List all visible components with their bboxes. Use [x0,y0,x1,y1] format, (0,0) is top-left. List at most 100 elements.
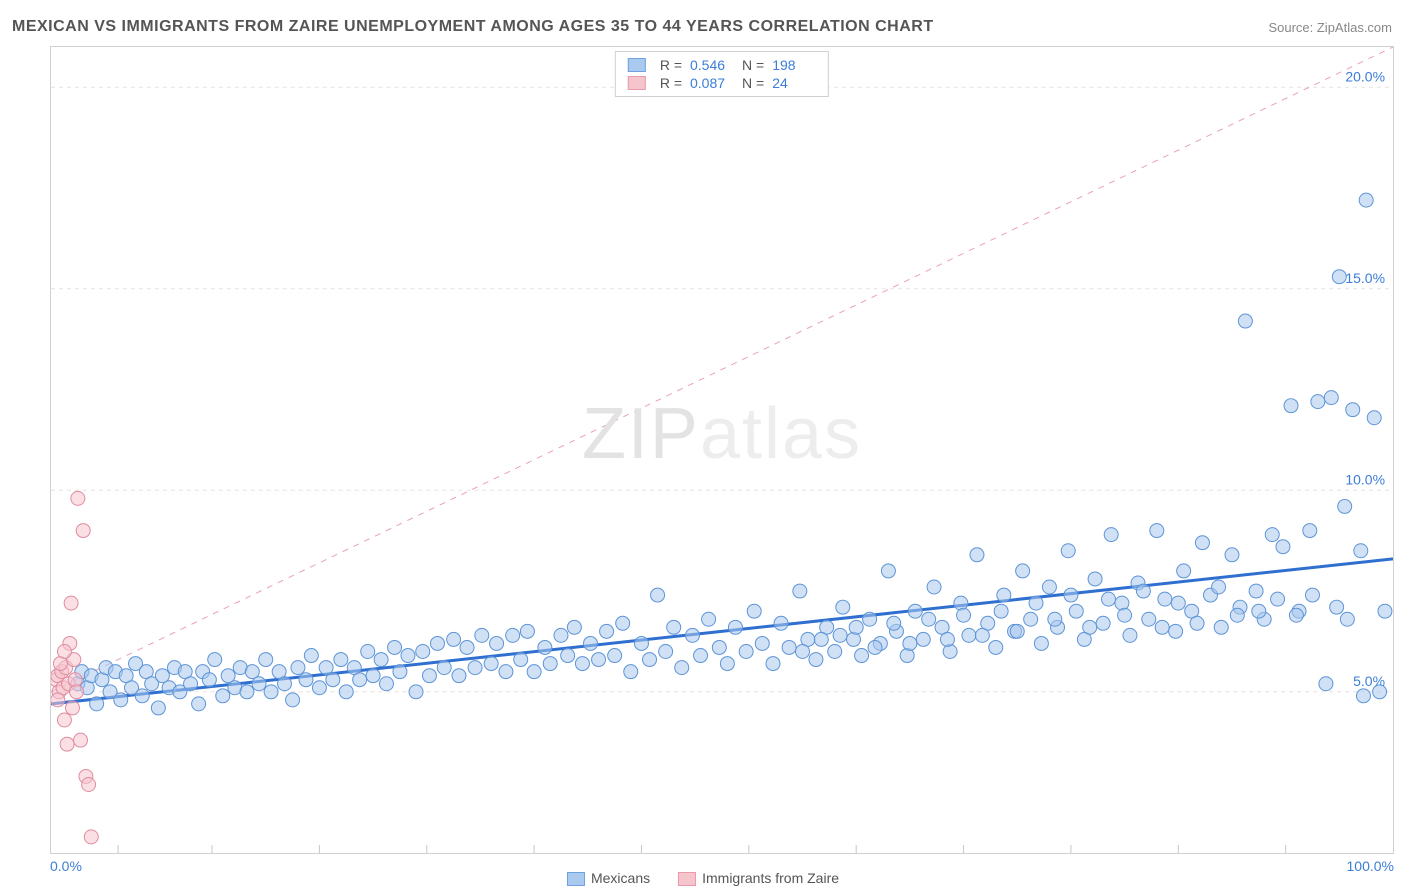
r-value: 0.087 [690,75,734,91]
point-mexicans [592,653,606,667]
point-mexicans [685,628,699,642]
point-mexicans [1284,399,1298,413]
source-name: ZipAtlas.com [1317,20,1392,35]
point-mexicans [1136,584,1150,598]
point-mexicans [561,649,575,663]
x-min-label: 0.0% [50,858,82,874]
source-prefix: Source: [1268,20,1316,35]
n-value: 198 [772,57,816,73]
point-mexicans [943,645,957,659]
point-mexicans [1190,616,1204,630]
source-label: Source: ZipAtlas.com [1268,20,1392,35]
point-mexicans [304,649,318,663]
point-zaire [57,713,71,727]
r-label: R = [660,57,682,73]
point-mexicans [634,636,648,650]
point-mexicans [468,661,482,675]
point-mexicans [361,645,375,659]
point-mexicans [1064,588,1078,602]
point-mexicans [575,657,589,671]
point-mexicans [712,640,726,654]
n-label: N = [742,75,764,91]
point-mexicans [1289,608,1303,622]
point-mexicans [1271,592,1285,606]
r-label: R = [660,75,682,91]
point-mexicans [1238,314,1252,328]
point-mexicans [720,657,734,671]
point-mexicans [216,689,230,703]
point-mexicans [916,632,930,646]
point-mexicans [766,657,780,671]
point-mexicans [1265,528,1279,542]
point-mexicans [1171,596,1185,610]
point-mexicans [774,616,788,630]
point-mexicans [1346,403,1360,417]
x-max-label: 100.0% [1347,858,1394,874]
series-label: Immigrants from Zaire [702,870,839,886]
point-mexicans [962,628,976,642]
point-mexicans [728,620,742,634]
point-mexicans [927,580,941,594]
point-mexicans [554,628,568,642]
point-mexicans [1319,677,1333,691]
point-mexicans [1042,580,1056,594]
point-mexicans [353,673,367,687]
point-mexicans [259,653,273,667]
y-tick-label: 15.0% [1345,270,1385,286]
series-legend: MexicansImmigrants from Zaire [567,870,839,886]
point-mexicans [1010,624,1024,638]
point-mexicans [793,584,807,598]
point-mexicans [1104,528,1118,542]
point-mexicans [192,697,206,711]
plot-area: R = 0.546 N = 198 R = 0.087 N = 24 ZIPat… [50,46,1394,854]
point-mexicans [940,632,954,646]
point-mexicans [809,653,823,667]
point-mexicans [567,620,581,634]
chart-svg: 5.0%10.0%15.0%20.0% [51,47,1393,853]
point-mexicans [855,649,869,663]
point-mexicans [667,620,681,634]
point-mexicans [994,604,1008,618]
point-mexicans [782,640,796,654]
n-value: 24 [772,75,816,91]
point-mexicans [814,632,828,646]
point-mexicans [739,645,753,659]
point-mexicans [1212,580,1226,594]
point-mexicans [1356,689,1370,703]
chart-title: MEXICAN VS IMMIGRANTS FROM ZAIRE UNEMPLO… [12,18,934,36]
point-zaire [76,524,90,538]
point-mexicans [1083,620,1097,634]
point-mexicans [374,653,388,667]
point-mexicans [868,640,882,654]
point-mexicans [506,628,520,642]
point-mexicans [538,640,552,654]
point-mexicans [836,600,850,614]
point-mexicans [1354,544,1368,558]
point-mexicans [1249,584,1263,598]
point-mexicans [694,649,708,663]
point-mexicans [437,661,451,675]
legend-swatch [567,872,585,886]
point-mexicans [1158,592,1172,606]
point-mexicans [1276,540,1290,554]
point-mexicans [514,653,528,667]
point-zaire [64,596,78,610]
point-mexicans [452,669,466,683]
point-mexicans [1305,588,1319,602]
point-mexicans [643,653,657,667]
point-mexicans [1252,604,1266,618]
point-mexicans [380,677,394,691]
point-mexicans [1338,499,1352,513]
point-zaire [51,693,65,707]
point-mexicans [90,697,104,711]
n-label: N = [742,57,764,73]
point-zaire [65,701,79,715]
point-mexicans [651,588,665,602]
point-mexicans [1150,524,1164,538]
point-mexicans [796,645,810,659]
point-zaire [84,830,98,844]
point-mexicans [1118,608,1132,622]
point-mexicans [114,693,128,707]
point-mexicans [600,624,614,638]
legend-swatch [628,76,646,90]
